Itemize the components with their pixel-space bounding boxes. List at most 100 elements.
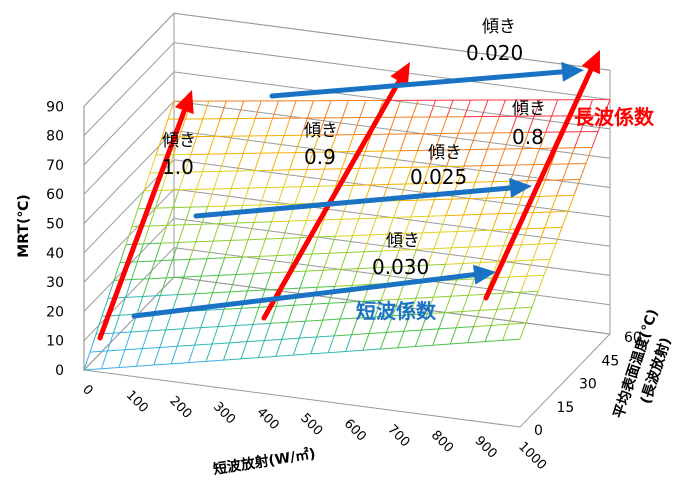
y-tick-label: 15 bbox=[557, 400, 575, 416]
slope-value-shortwave-3: 0.020 bbox=[466, 41, 523, 65]
slope-word-longwave-1: 傾き bbox=[162, 131, 196, 151]
mesh-line bbox=[208, 206, 225, 207]
mesh-line bbox=[394, 217, 411, 218]
z-tick-label: 60 bbox=[46, 187, 64, 203]
mesh-line bbox=[254, 222, 271, 223]
slope-value-longwave-1: 1.0 bbox=[162, 155, 194, 179]
mesh-line bbox=[143, 243, 160, 244]
mesh-line bbox=[481, 214, 498, 215]
slope-word-shortwave-3: 傾き bbox=[482, 17, 516, 37]
mesh-line bbox=[167, 225, 184, 226]
z-tick-label: 10 bbox=[46, 334, 64, 350]
slope-word-longwave-2: 傾き bbox=[304, 121, 338, 141]
mesh-line bbox=[545, 227, 562, 228]
mesh-line bbox=[149, 225, 166, 226]
x-tick-label: 200 bbox=[166, 394, 194, 422]
mesh-line bbox=[539, 196, 556, 197]
z-tick-label: 80 bbox=[46, 129, 64, 145]
mesh-line bbox=[335, 236, 352, 237]
mesh-line bbox=[237, 222, 254, 223]
slope-value-longwave-2: 0.9 bbox=[304, 145, 336, 169]
mesh-line bbox=[411, 216, 428, 217]
mesh-line bbox=[422, 232, 439, 233]
mesh-line bbox=[469, 198, 486, 199]
mesh-line bbox=[243, 205, 260, 206]
mesh-line bbox=[434, 199, 451, 200]
y-tick-label: 45 bbox=[602, 353, 620, 369]
mesh-line bbox=[359, 218, 376, 219]
z-tick-label: 40 bbox=[46, 246, 64, 262]
slope-value-longwave-3: 0.8 bbox=[512, 125, 544, 149]
mesh-line bbox=[457, 231, 474, 232]
mesh-line bbox=[184, 224, 201, 225]
x-axis-label: 短波放射(W/㎡) bbox=[212, 445, 317, 478]
mesh-line bbox=[557, 195, 574, 196]
slope-value-shortwave-1: 0.030 bbox=[372, 255, 429, 279]
x-tick-label: 700 bbox=[384, 422, 412, 450]
mesh-line bbox=[178, 242, 195, 243]
mesh-line bbox=[318, 236, 335, 237]
x-tick-label: 800 bbox=[428, 428, 456, 456]
slope-word-shortwave-1: 傾き bbox=[386, 231, 420, 251]
x-tick-label: 400 bbox=[254, 405, 282, 433]
x-tick-label: 300 bbox=[210, 399, 238, 427]
mesh-line bbox=[341, 219, 358, 220]
mesh-line bbox=[551, 211, 568, 212]
mesh-line bbox=[278, 204, 295, 205]
x-tick-label: 100 bbox=[123, 388, 151, 416]
mesh-line bbox=[452, 199, 469, 200]
x-tick-label: 0 bbox=[79, 382, 95, 398]
mesh-line bbox=[283, 238, 300, 239]
mesh-line bbox=[417, 200, 434, 201]
mesh-line bbox=[440, 231, 457, 232]
mesh-line bbox=[202, 224, 219, 225]
mesh-line bbox=[272, 221, 289, 222]
x-tick-label: 1000 bbox=[515, 439, 549, 473]
mesh-line bbox=[190, 207, 207, 208]
mesh-line bbox=[498, 213, 515, 214]
mesh-line bbox=[231, 240, 248, 241]
z-tick-label: 30 bbox=[46, 275, 64, 291]
z-axis-label: MRT(℃) bbox=[16, 194, 32, 257]
mesh-line bbox=[463, 214, 480, 215]
y-tick-label: 0 bbox=[534, 423, 543, 439]
z-tick-label: 90 bbox=[46, 99, 64, 115]
mesh-line bbox=[161, 242, 178, 243]
mesh-line bbox=[492, 229, 509, 230]
mesh-line bbox=[353, 235, 370, 236]
mesh-line bbox=[213, 240, 230, 241]
mesh-line bbox=[400, 200, 417, 201]
z-tick-label: 70 bbox=[46, 158, 64, 174]
longwave-coefficient-label: 長波係数 bbox=[574, 105, 655, 129]
mesh-line bbox=[527, 228, 544, 229]
mesh-line bbox=[446, 215, 463, 216]
x-tick-label: 500 bbox=[297, 411, 325, 439]
z-tick-label: 50 bbox=[46, 217, 64, 233]
mesh-line bbox=[266, 238, 283, 239]
z-tick-label: 0 bbox=[55, 363, 64, 379]
mesh-line bbox=[475, 230, 492, 231]
mesh-line bbox=[173, 207, 190, 208]
z-tick-label: 20 bbox=[46, 304, 64, 320]
mesh-line bbox=[504, 197, 521, 198]
mesh-line bbox=[155, 208, 172, 209]
mesh-line bbox=[487, 198, 504, 199]
mesh-line bbox=[428, 216, 445, 217]
x-tick-label: 900 bbox=[472, 434, 500, 462]
y-tick-label: 30 bbox=[579, 377, 597, 393]
slope-word-shortwave-2: 傾き bbox=[428, 143, 462, 163]
mesh-line bbox=[376, 217, 393, 218]
mesh-line bbox=[260, 204, 277, 205]
mesh-line bbox=[289, 221, 306, 222]
mesh-line bbox=[324, 219, 341, 220]
shortwave-coefficient-label: 短波係数 bbox=[356, 299, 437, 323]
mesh-line bbox=[248, 239, 265, 240]
mesh-line bbox=[225, 206, 242, 207]
mesh-line bbox=[370, 234, 387, 235]
slope-value-shortwave-2: 0.025 bbox=[410, 165, 467, 189]
x-tick-label: 600 bbox=[341, 416, 369, 444]
mesh-line bbox=[219, 223, 236, 224]
slope-word-longwave-3: 傾き bbox=[512, 99, 546, 119]
